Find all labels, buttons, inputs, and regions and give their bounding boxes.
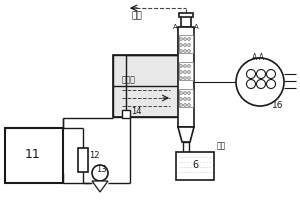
Circle shape bbox=[179, 92, 182, 95]
Circle shape bbox=[188, 64, 190, 68]
Text: 出水: 出水 bbox=[217, 141, 226, 150]
Circle shape bbox=[188, 92, 190, 95]
Bar bbox=[78, 148, 88, 172]
Text: 烟道气: 烟道气 bbox=[122, 75, 136, 84]
Text: 11: 11 bbox=[25, 148, 41, 161]
Bar bbox=[5, 128, 63, 183]
Circle shape bbox=[184, 64, 187, 68]
Circle shape bbox=[184, 71, 187, 73]
Circle shape bbox=[266, 70, 275, 78]
Text: 14: 14 bbox=[131, 107, 142, 116]
Circle shape bbox=[236, 58, 284, 106]
Circle shape bbox=[256, 70, 266, 78]
Polygon shape bbox=[178, 127, 194, 142]
Circle shape bbox=[179, 44, 182, 46]
Circle shape bbox=[188, 104, 190, 106]
Bar bbox=[183, 142, 189, 152]
Circle shape bbox=[179, 104, 182, 106]
Circle shape bbox=[256, 79, 266, 88]
Circle shape bbox=[188, 49, 190, 52]
Bar bbox=[179, 89, 193, 107]
Text: 尾气: 尾气 bbox=[132, 11, 142, 20]
Text: 12: 12 bbox=[89, 151, 100, 160]
Circle shape bbox=[179, 76, 182, 79]
Bar bbox=[179, 13, 193, 17]
Polygon shape bbox=[92, 181, 108, 192]
Circle shape bbox=[184, 104, 187, 106]
Bar bbox=[178, 27, 194, 127]
Bar bbox=[179, 35, 193, 53]
Circle shape bbox=[188, 44, 190, 46]
Text: 13: 13 bbox=[96, 165, 106, 174]
Circle shape bbox=[247, 79, 256, 88]
Circle shape bbox=[188, 98, 190, 100]
Circle shape bbox=[92, 165, 108, 181]
Bar bbox=[122, 110, 130, 118]
Circle shape bbox=[179, 71, 182, 73]
Circle shape bbox=[188, 71, 190, 73]
Circle shape bbox=[179, 38, 182, 40]
Circle shape bbox=[184, 44, 187, 46]
Text: A: A bbox=[194, 24, 198, 30]
Circle shape bbox=[179, 98, 182, 100]
Circle shape bbox=[188, 76, 190, 79]
Text: 6: 6 bbox=[192, 160, 198, 170]
Text: 16: 16 bbox=[272, 101, 284, 110]
Bar bbox=[113, 55, 181, 117]
Circle shape bbox=[184, 49, 187, 52]
Circle shape bbox=[184, 98, 187, 100]
Text: A-A: A-A bbox=[252, 53, 265, 62]
Circle shape bbox=[184, 76, 187, 79]
Bar bbox=[176, 152, 214, 180]
Bar bbox=[181, 15, 191, 27]
Circle shape bbox=[184, 92, 187, 95]
Circle shape bbox=[184, 38, 187, 40]
Circle shape bbox=[179, 64, 182, 68]
Text: A: A bbox=[172, 24, 177, 30]
Circle shape bbox=[179, 49, 182, 52]
Circle shape bbox=[188, 38, 190, 40]
Circle shape bbox=[247, 70, 256, 78]
Bar bbox=[179, 62, 193, 80]
Circle shape bbox=[266, 79, 275, 88]
